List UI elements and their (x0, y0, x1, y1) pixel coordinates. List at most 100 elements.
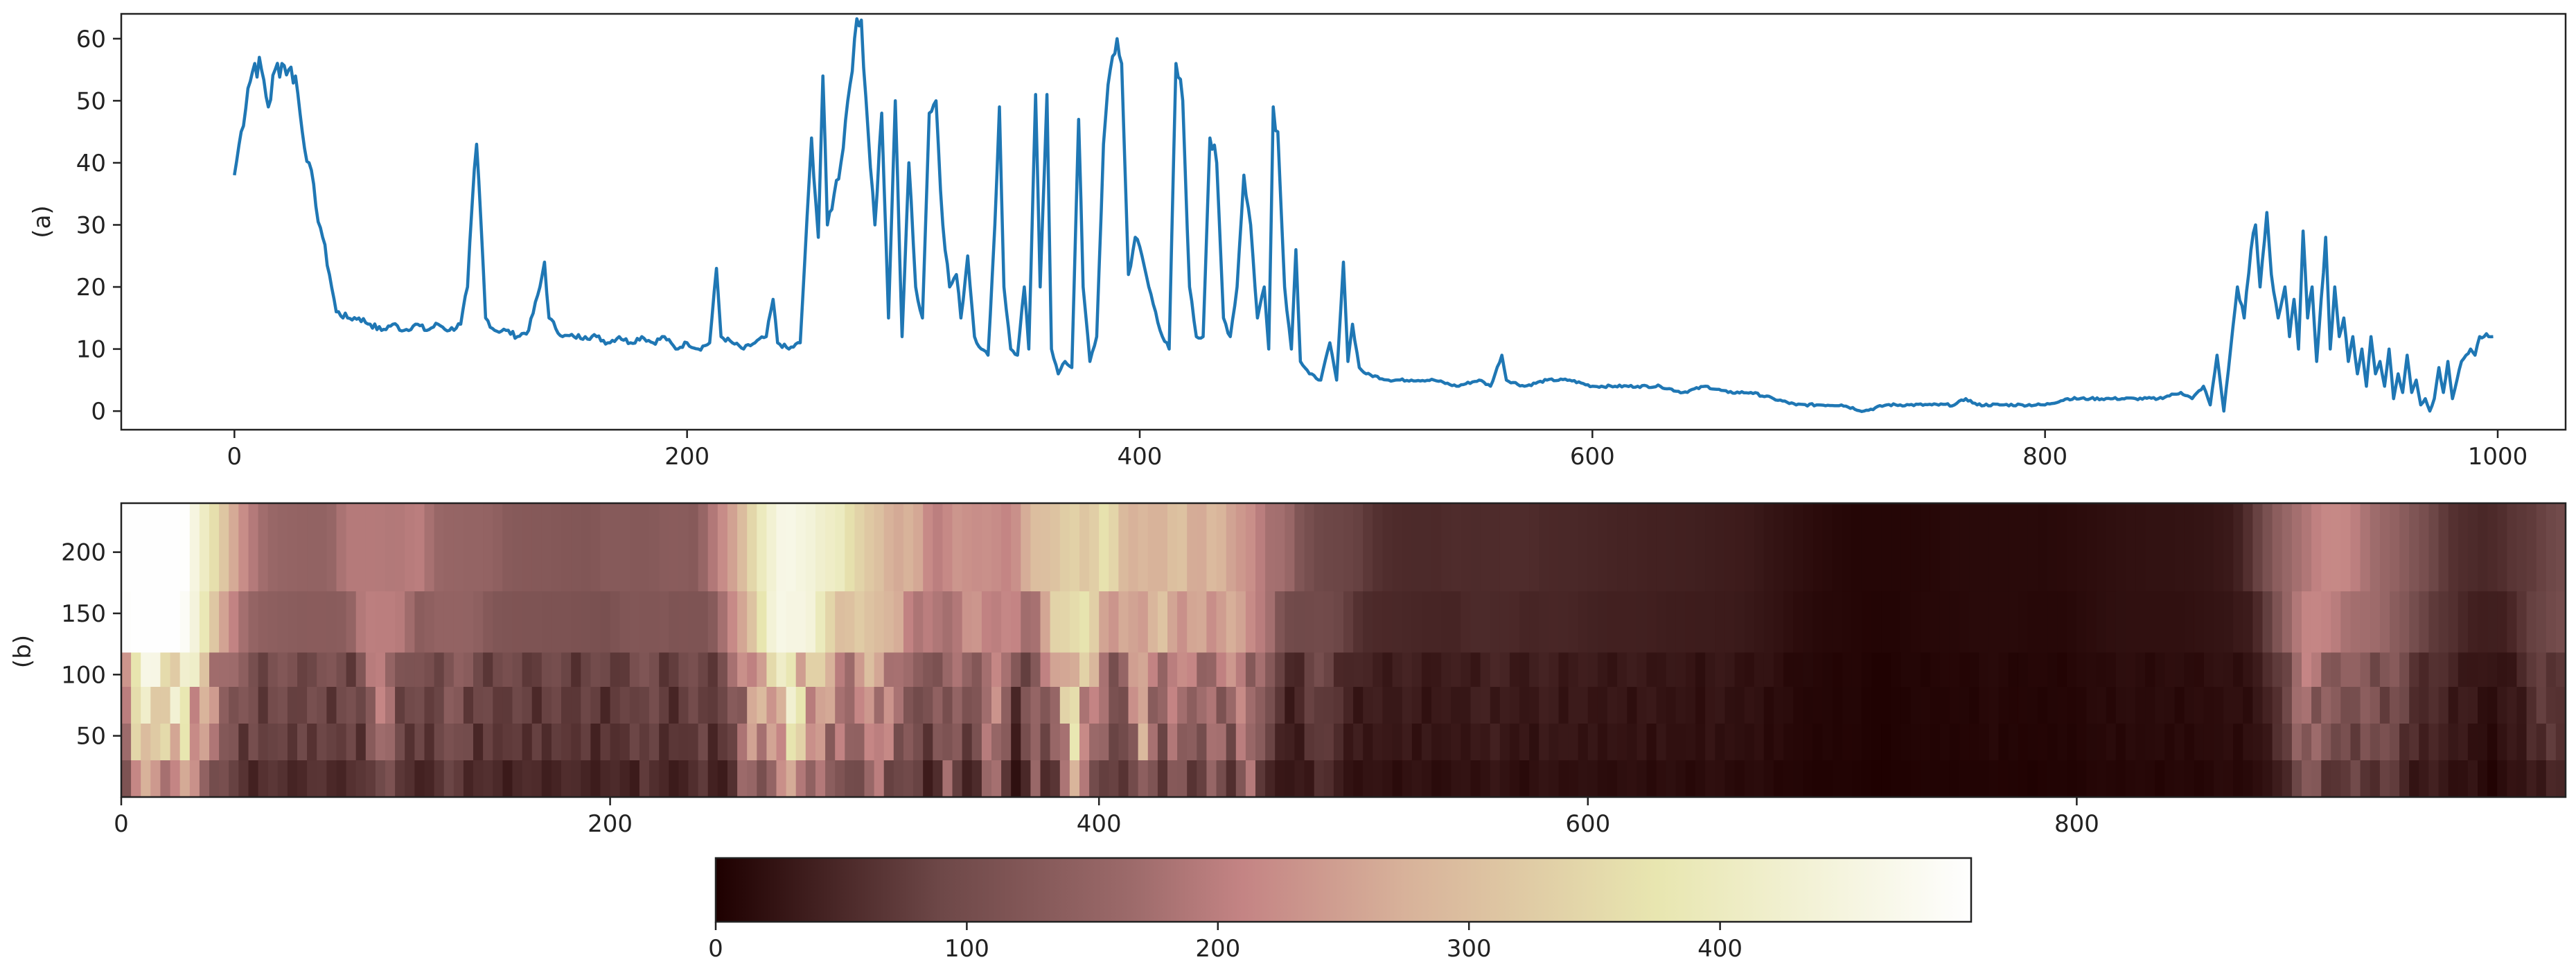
heatmap-cell (757, 687, 767, 724)
heatmap-cell (1001, 652, 1012, 688)
heatmap-cell (1705, 760, 1715, 797)
heatmap-cell (365, 503, 376, 592)
heatmap-cell (1089, 724, 1100, 761)
heatmap-cell (952, 687, 963, 724)
heatmap-cell (2507, 687, 2517, 724)
heatmap-cell (1001, 591, 1012, 654)
heatmap-cell (1118, 724, 1129, 761)
heatmap-cell (473, 760, 484, 797)
heatmap-cell (933, 652, 943, 688)
heatmap-cell (1783, 591, 1794, 654)
heatmap-cell (1617, 687, 1627, 724)
heatmap-cell (1509, 591, 1520, 654)
heatmap-cell (2194, 687, 2205, 724)
heatmap-cell (1059, 591, 1070, 654)
heatmap-cell (923, 503, 933, 592)
heatmap-cell (1930, 652, 1941, 688)
heatmap-cell (2516, 724, 2528, 761)
heatmap-cell (395, 724, 405, 761)
heatmap-cell (179, 503, 191, 592)
heatmap-cell (1373, 503, 1383, 592)
heatmap-cell (2399, 760, 2410, 797)
heatmap-cell (2390, 591, 2400, 654)
heatmap-cell (2008, 687, 2019, 724)
heatmap-cell (1187, 503, 1197, 592)
heatmap-cell (1891, 652, 1901, 688)
heatmap-cell (121, 687, 132, 724)
heatmap-cell (590, 760, 601, 797)
heatmap-cell (141, 652, 151, 688)
heatmap-cell (2282, 591, 2293, 654)
heatmap-cell (561, 591, 572, 654)
heatmap-cell (2497, 724, 2507, 761)
heatmap-cell (2536, 591, 2547, 654)
heatmap-cell (737, 503, 748, 592)
heatmap-cell (805, 652, 816, 688)
heatmap-cell (1030, 724, 1041, 761)
heatmap-cell (2331, 652, 2341, 688)
heatmap-cell (1891, 687, 1901, 724)
heatmap-cell (1988, 503, 2000, 592)
heatmap-cell (2018, 724, 2029, 761)
heatmap-x-tick-label: 600 (1565, 810, 1610, 838)
heatmap-cell (395, 652, 405, 688)
heatmap-cell (2555, 687, 2566, 724)
heatmap-cell (1910, 687, 1921, 724)
heatmap-cell (913, 687, 924, 724)
heatmap-cell (2145, 687, 2155, 724)
heatmap-cell (2164, 503, 2176, 592)
heatmap-cell (307, 687, 317, 724)
heatmap-cell (1402, 652, 1413, 688)
top-x-tick-label: 800 (2022, 443, 2067, 471)
heatmap-cell (277, 652, 288, 688)
heatmap-cell (121, 503, 132, 592)
heatmap-cell (1920, 503, 1931, 592)
heatmap-cell (189, 591, 200, 654)
heatmap-cell (2106, 687, 2117, 724)
heatmap-cell (1910, 760, 1921, 797)
heatmap-cell (1285, 687, 1295, 724)
heatmap-cell (238, 591, 249, 654)
heatmap-cell (1773, 760, 1784, 797)
heatmap-cell (1343, 724, 1354, 761)
heatmap-cell (1988, 724, 2000, 761)
heatmap-cell (2526, 652, 2537, 688)
heatmap-cell (1558, 503, 1569, 592)
heatmap-cell (669, 724, 679, 761)
heatmap-cell (375, 760, 386, 797)
heatmap-cell (307, 760, 317, 797)
heatmap-cell (1597, 591, 1608, 654)
heatmap-cell (2194, 591, 2205, 654)
heatmap-cell (571, 687, 581, 724)
heatmap-cell (493, 687, 503, 724)
heatmap-cell (1499, 724, 1510, 761)
heatmap-cell (346, 760, 357, 797)
heatmap-cell (1245, 760, 1256, 797)
heatmap-cell (1138, 687, 1149, 724)
heatmap-cell (1089, 591, 1100, 654)
heatmap-cell (1675, 724, 1686, 761)
heatmap-cell (1539, 591, 1549, 654)
heatmap-cell (2409, 760, 2419, 797)
top-plot-area (121, 14, 2566, 430)
heatmap-cell (414, 724, 425, 761)
heatmap-cell (219, 760, 229, 797)
heatmap-cell (1646, 687, 1657, 724)
heatmap-cell (473, 503, 484, 592)
heatmap-cell (1245, 503, 1256, 592)
heatmap-cell (698, 652, 709, 688)
heatmap-cell (1470, 652, 1481, 688)
heatmap-cell (2135, 652, 2146, 688)
heatmap-cell (160, 724, 171, 761)
heatmap-cell (2555, 724, 2566, 761)
heatmap-cell (981, 591, 992, 654)
heatmap-cell (1744, 724, 1755, 761)
heatmap-cell (443, 503, 455, 592)
heatmap-cell (2057, 724, 2067, 761)
heatmap-cell (795, 724, 806, 761)
heatmap-cell (825, 591, 836, 654)
heatmap-cell (2379, 724, 2390, 761)
heatmap-cell (2145, 760, 2155, 797)
